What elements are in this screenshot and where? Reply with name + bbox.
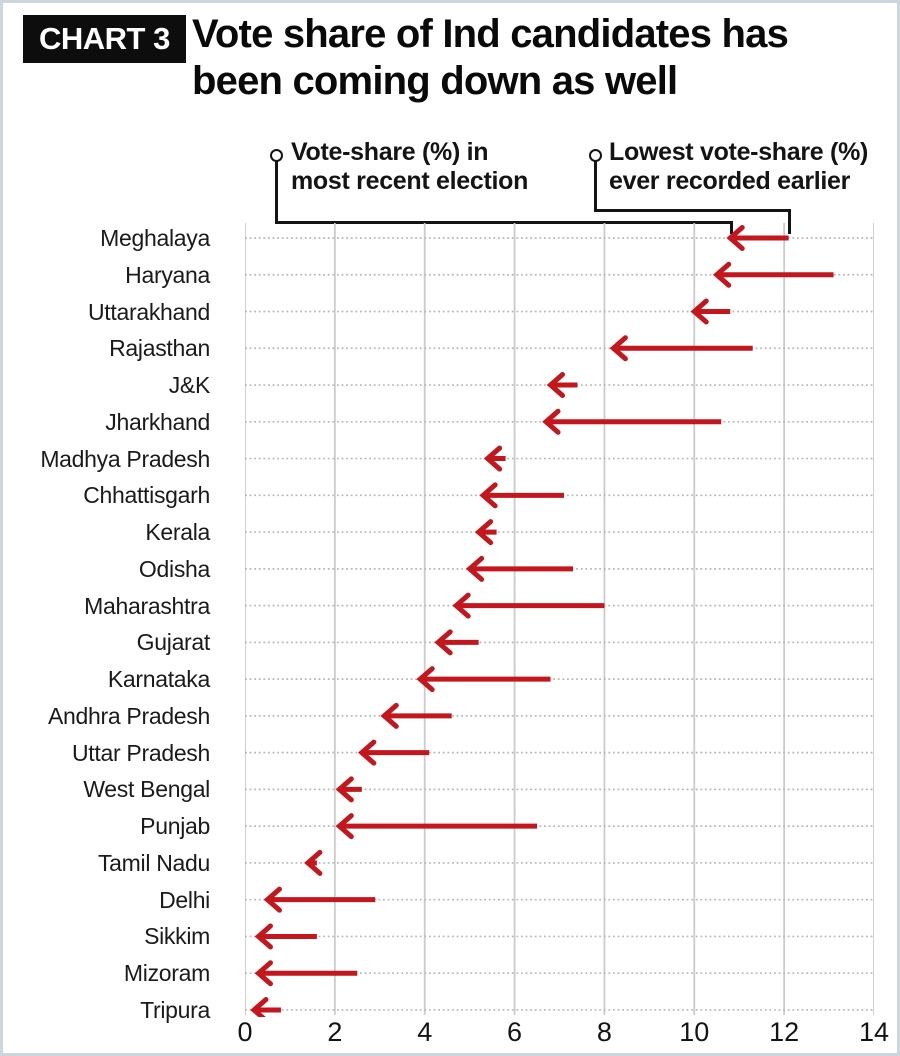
arrow-j-k [546,372,578,399]
x-tick-label-0: 0 [237,1017,253,1047]
arrow-west-bengal [335,776,362,803]
arrow-maharashtra [452,592,605,619]
arrowhead-icon [434,629,453,656]
arrowhead-icon [465,555,485,582]
arrow-haryana [712,261,834,288]
arrow-sikkim [254,923,317,950]
arrowhead-icon [263,886,282,913]
legend-earlier-line1: Lowest vote-share (%) [609,138,869,166]
callout-line-earlier-horizontal [594,209,791,212]
arrowhead-icon [452,592,471,619]
y-label-sikkim: Sikkim [144,923,210,950]
arrow-chhattisgarh [479,482,564,509]
y-axis-labels: Meghalaya Haryana Uttarakhand Rajasthan J&K J… [3,3,211,1053]
arrow-meghalaya [726,225,789,251]
arrow-odisha [465,555,573,582]
arrowhead-icon [609,335,628,362]
x-tick-label-14: 14 [858,1017,890,1047]
arrowhead-icon [254,923,273,950]
arrowhead-icon [712,261,732,288]
arrowhead-icon [483,445,503,472]
arrow-uttar-pradesh [358,739,430,766]
arrow-jharkhand [542,408,722,435]
arrow-tripura [250,996,281,1017]
arrow-uttarakhand [690,298,731,325]
chart-title: Vote share of Ind candidates has been com… [192,11,789,105]
y-label-j-k: J&K [168,372,211,399]
arrowhead-icon [690,298,709,325]
x-axis-labels: 0 2 4 6 8 10 12 14 [237,1017,889,1051]
chart-number-badge: CHART 3 [23,15,186,63]
callout-line-recent-horizontal [275,221,733,224]
y-label-madhya-pradesh: Madhya Pradesh [40,445,210,472]
y-label-tripura: Tripura [140,996,210,1023]
arrowhead-icon [380,702,399,729]
y-label-mizoram: Mizoram [123,960,210,987]
y-label-chhattisgarh: Chhattisgarh [83,482,210,509]
arrowhead-icon [304,849,323,876]
callout-line-recent-vertical [275,160,278,223]
arrowhead-icon [335,776,354,803]
x-tick-label-2: 2 [327,1017,343,1047]
arrow-kerala [474,519,497,546]
y-label-karnataka: Karnataka [107,666,210,693]
arrow-andhra-pradesh [380,702,452,729]
arrowhead-icon [546,372,566,399]
y-label-uttar-pradesh: Uttar Pradesh [72,739,210,766]
y-label-kerala: Kerala [145,519,210,546]
callout-line-recent-drop [730,224,733,234]
arrowhead-icon [479,482,498,509]
arrowhead-icon [474,519,494,546]
legend-recent: Vote-share (%) in most recent election [291,138,528,196]
y-label-punjab: Punjab [140,813,210,840]
legend-recent-line2: most recent election [291,167,529,195]
y-label-delhi: Delhi [159,886,210,913]
y-label-rajasthan: Rajasthan [109,335,210,362]
arrowhead-icon [335,813,354,840]
chart-badge-label: CHART 3 [39,21,170,56]
arrow-rajasthan [609,335,753,362]
arrowhead-icon [250,996,269,1017]
x-tick-label-6: 6 [507,1017,523,1047]
arrow-karnataka [416,666,551,693]
plot-area [245,223,874,1017]
chart-title-line2: been coming down as well [192,59,678,103]
chart-title-line1: Vote share of Ind candidates has [192,12,789,56]
x-tick-label-12: 12 [769,1017,800,1047]
y-label-tamil-nadu: Tamil Nadu [97,849,210,876]
arrow-delhi [263,886,376,913]
arrowhead-icon [542,408,561,435]
arrowhead-icon [726,225,745,251]
callout-line-earlier-drop [788,212,791,234]
x-tick-label-10: 10 [679,1017,710,1047]
x-tick-label-4: 4 [417,1017,433,1047]
x-tick-label-8: 8 [596,1017,612,1047]
y-label-uttarakhand: Uttarakhand [88,298,210,325]
arrowhead-icon [358,739,377,766]
y-label-odisha: Odisha [138,555,210,582]
y-label-meghalaya: Meghalaya [100,225,210,251]
legend-recent-line1: Vote-share (%) in [291,138,489,166]
arrow-madhya-pradesh [483,445,506,472]
arrow-gujarat [434,629,479,656]
arrow-mizoram [254,960,358,987]
arrow-tamil-nadu [304,849,323,876]
y-label-gujarat: Gujarat [136,629,211,656]
arrowhead-icon [254,960,273,987]
y-label-jharkhand: Jharkhand [105,408,210,435]
callout-line-earlier-vertical [594,160,597,211]
legend-earlier: Lowest vote-share (%) ever recorded earl… [609,138,868,196]
y-label-west-bengal: West Bengal [83,776,210,803]
y-label-haryana: Haryana [125,261,210,288]
y-label-maharashtra: Maharashtra [84,592,210,619]
legend-earlier-line2: ever recorded earlier [609,167,851,195]
y-label-andhra-pradesh: Andhra Pradesh [47,702,210,729]
arrow-punjab [335,813,538,840]
arrowhead-icon [416,666,435,693]
